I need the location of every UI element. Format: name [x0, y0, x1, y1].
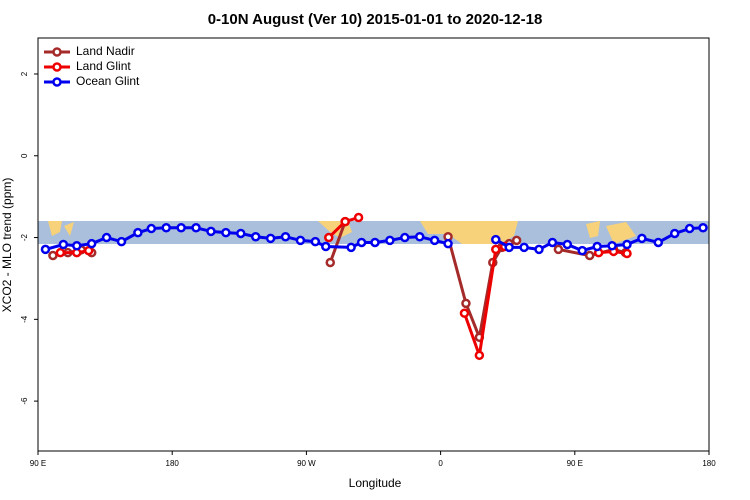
point [236, 228, 246, 239]
legend-marker [52, 47, 62, 57]
point [72, 240, 82, 251]
x-tick-label: 90 E [30, 459, 46, 468]
ocean-band [38, 221, 709, 244]
point [622, 248, 632, 259]
x-tick-label: 90 W [297, 459, 316, 468]
point [429, 235, 440, 246]
point [534, 244, 544, 255]
point [491, 244, 501, 255]
point [504, 242, 514, 253]
point [280, 231, 291, 242]
point [340, 216, 350, 227]
point [55, 247, 66, 258]
x-tick-label: 90 E [567, 459, 583, 468]
point [519, 242, 529, 253]
point [265, 233, 276, 244]
land [48, 221, 74, 236]
y-tick-label: 0 [20, 153, 29, 158]
point [622, 239, 632, 250]
point [553, 244, 564, 255]
point [176, 222, 186, 233]
legend-marker [52, 77, 62, 87]
point [250, 231, 261, 242]
point [584, 250, 595, 261]
y-tick-label: 2 [20, 71, 29, 76]
point [146, 223, 157, 234]
y-tick-label: -4 [20, 315, 29, 323]
point [310, 236, 321, 247]
point [58, 239, 69, 250]
point [684, 223, 695, 234]
point [325, 257, 336, 268]
legend-label: Ocean Glint [76, 74, 140, 88]
x-tick-label: 180 [166, 459, 180, 468]
point [324, 232, 334, 243]
chart-title: 0-10N August (Ver 10) 2015-01-01 to 2020… [208, 11, 543, 28]
point [385, 235, 395, 246]
legend-label: Land Glint [76, 59, 131, 73]
point [653, 237, 664, 248]
point [669, 228, 680, 239]
plot-frame [37, 37, 710, 452]
point [116, 236, 127, 247]
point [321, 241, 331, 252]
point [161, 222, 171, 233]
point [607, 240, 617, 251]
legend-marker [52, 62, 62, 72]
x-tick-label: 0 [438, 459, 443, 468]
y-axis-label: XCO2 - MLO trend (ppm) [0, 178, 14, 313]
point [191, 222, 201, 233]
point [698, 222, 708, 233]
point [295, 235, 306, 246]
point [221, 227, 231, 238]
point [511, 235, 522, 246]
point [86, 238, 97, 249]
point [577, 245, 588, 256]
y-tick-label: -2 [20, 233, 29, 241]
x-axis-label: Longitude [349, 476, 402, 490]
point [353, 212, 364, 223]
point [400, 232, 410, 243]
point [356, 237, 367, 248]
map-background [38, 221, 709, 244]
x-tick-label: 180 [702, 459, 716, 468]
point [40, 244, 51, 255]
point [443, 238, 453, 249]
point [133, 227, 143, 238]
point [562, 239, 573, 250]
point [637, 233, 647, 244]
point [491, 234, 501, 245]
y-tick-label: -6 [20, 397, 29, 405]
point [474, 350, 485, 361]
point [592, 241, 602, 252]
point [459, 308, 470, 318]
legend-label: Land Nadir [76, 44, 135, 58]
point [48, 250, 58, 261]
point [101, 232, 112, 243]
land [586, 221, 636, 244]
point [206, 226, 216, 237]
point [346, 242, 356, 253]
point [461, 298, 471, 309]
point [370, 237, 380, 248]
point [414, 231, 425, 242]
point [547, 237, 558, 248]
